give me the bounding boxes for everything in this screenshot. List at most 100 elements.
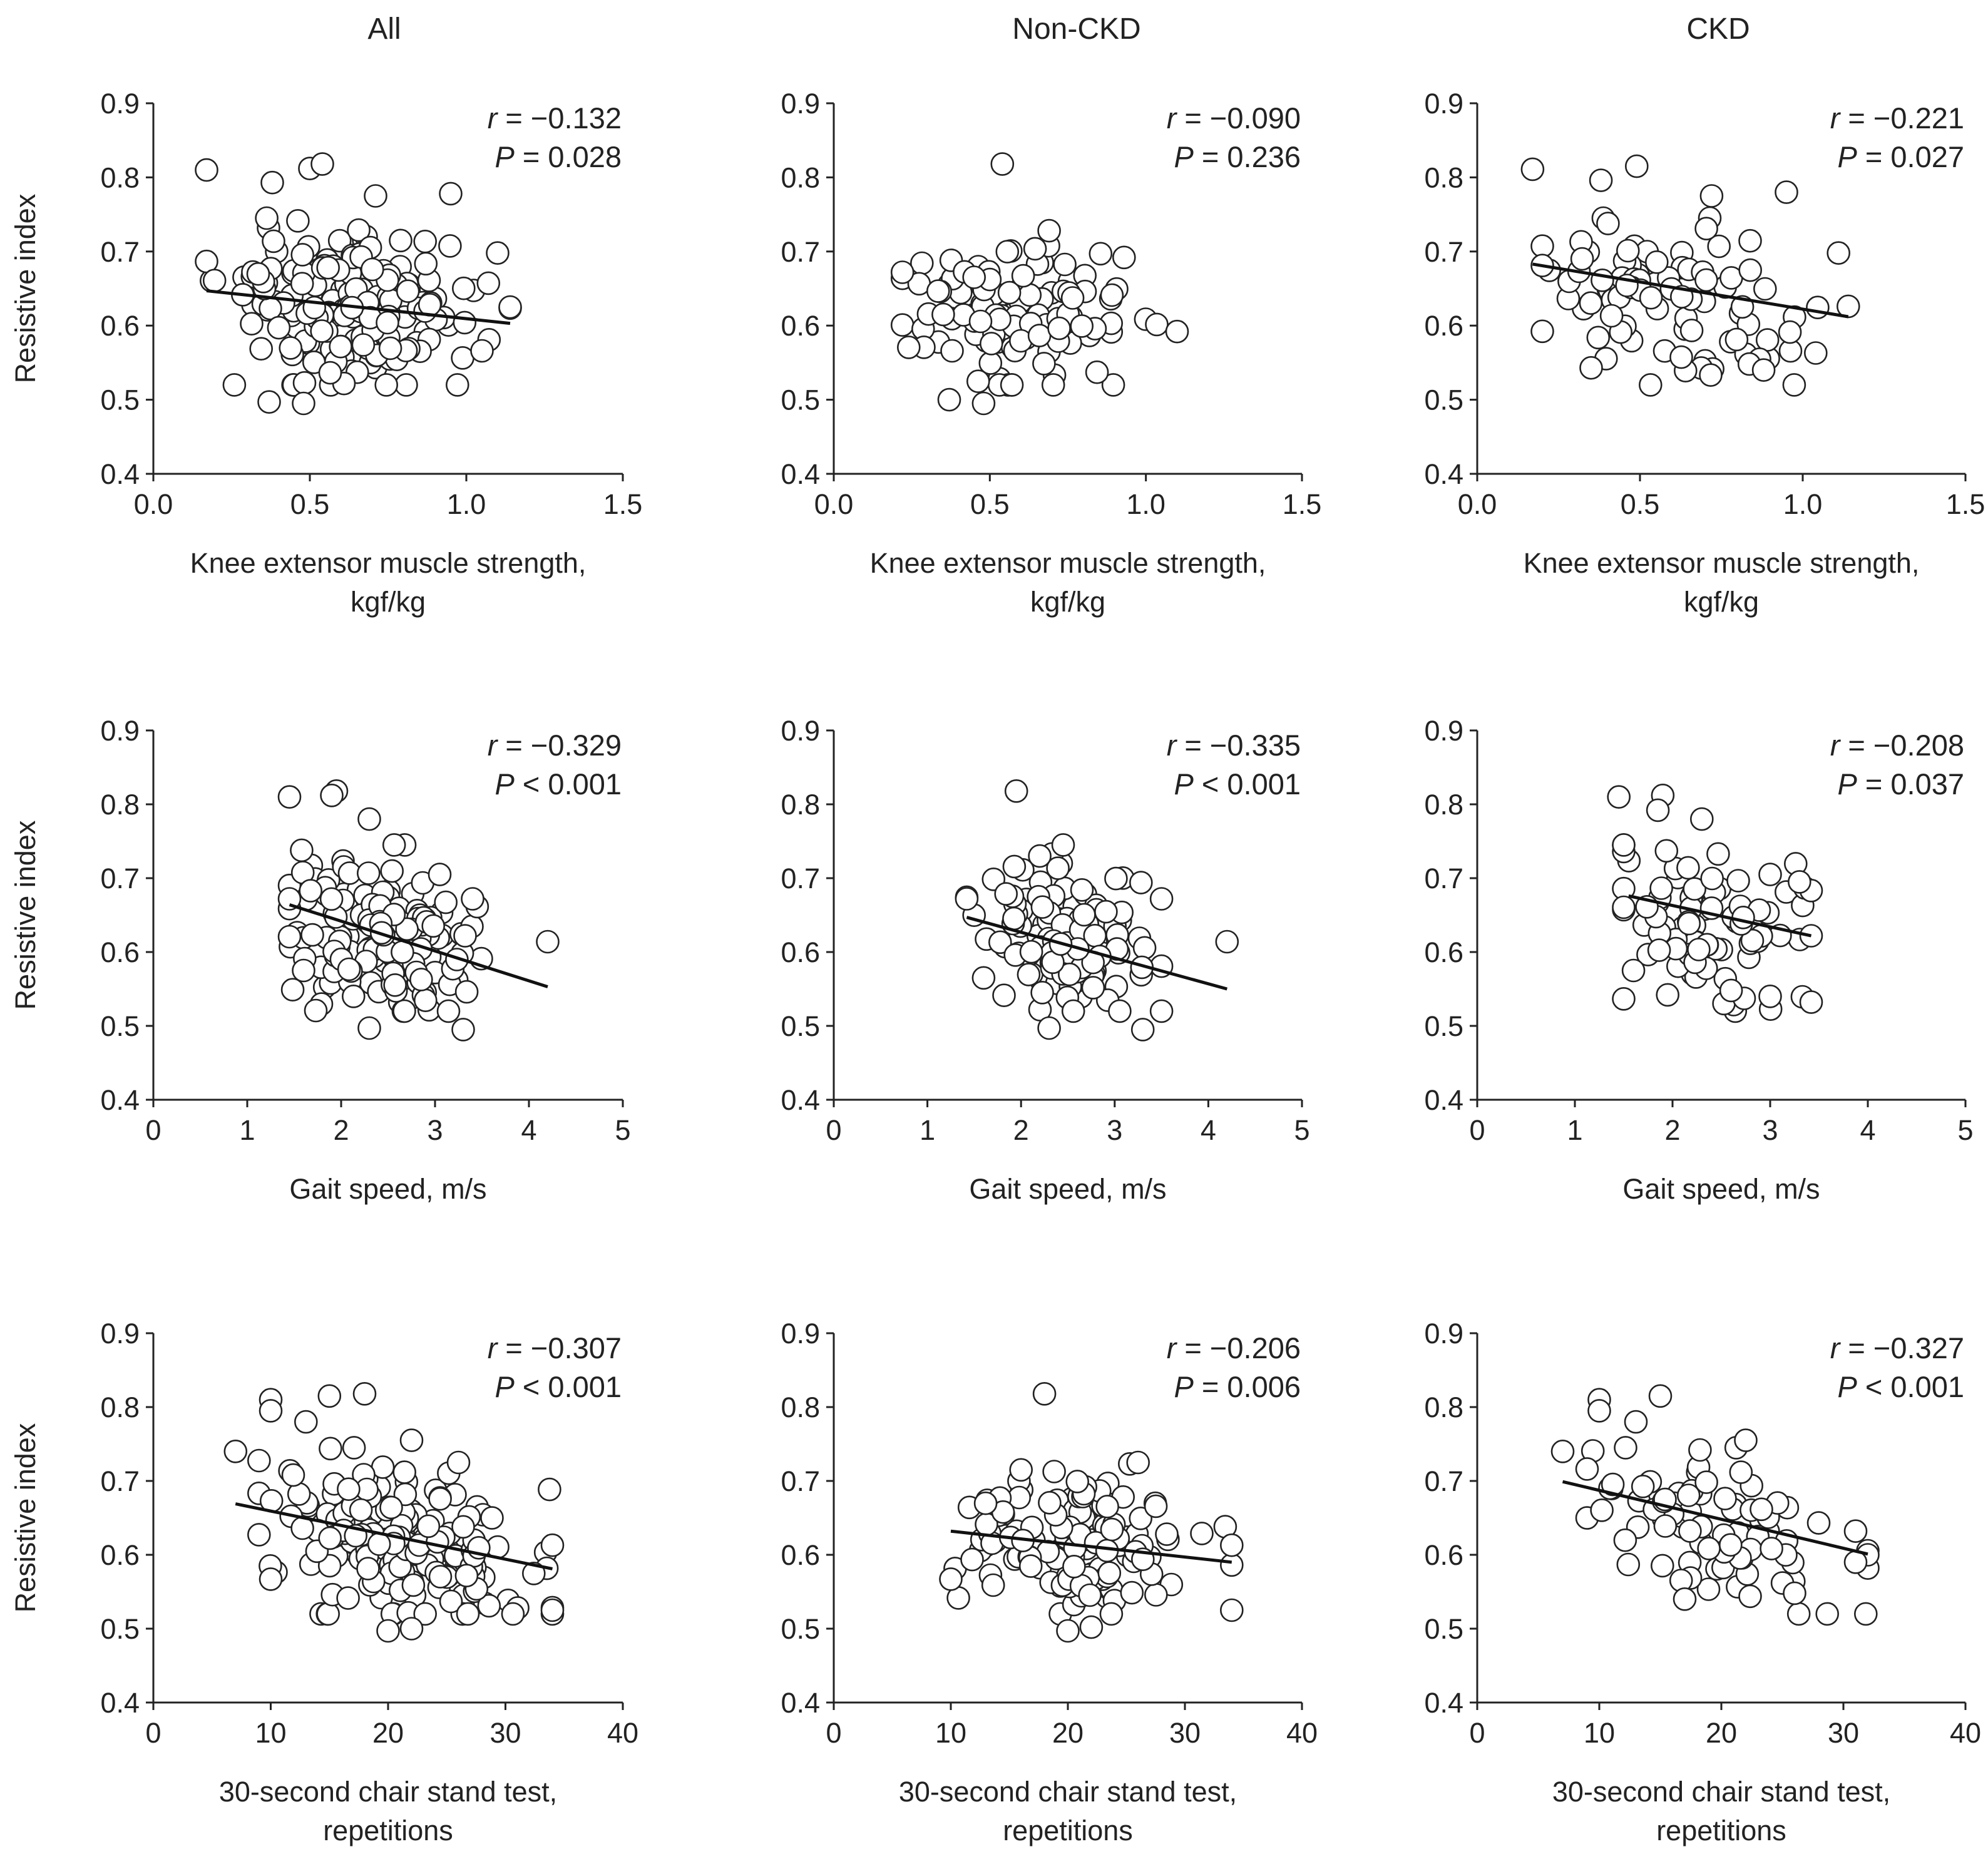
panel-p23: 0.4 0.5 0.6 0.7 0.8 0.9 0 1 2 3 4 5 Gait speed, m/s r… [1424, 715, 1973, 1205]
x-tick-label: 0.5 [290, 488, 330, 520]
scatter-point [247, 1448, 271, 1473]
scatter-point [1782, 373, 1806, 397]
x-tick-label: 4 [1201, 1114, 1216, 1146]
scatter-point [1656, 983, 1679, 1007]
scatter-point [316, 255, 341, 280]
scatter-point [1144, 1583, 1168, 1607]
x-axis-label: Knee extensor muscle strength, [1524, 547, 1920, 579]
scatter-point [1220, 1598, 1244, 1622]
scatter-point [413, 1602, 438, 1626]
x-tick-label: 0.5 [1621, 488, 1660, 520]
scatter-point [1095, 1495, 1119, 1518]
scatter-point [1030, 981, 1054, 1005]
scatter-point [337, 1477, 361, 1501]
scatter-point [246, 262, 270, 286]
scatter-point [1019, 940, 1043, 964]
x-tick-label: 30 [1169, 1717, 1201, 1749]
scatter-point [1587, 1399, 1611, 1423]
regression-line [289, 903, 548, 988]
y-tick-label: 0.8 [1424, 789, 1463, 821]
scatter-point [1028, 844, 1052, 868]
regression-line [235, 1502, 553, 1570]
scatter-point [374, 373, 399, 397]
x-axis-label: repetitions [323, 1815, 453, 1846]
x-tick-label: 0 [826, 1717, 841, 1749]
y-tick-label: 0.9 [100, 88, 140, 120]
scatter-point [931, 302, 955, 327]
scatter-point [320, 784, 344, 807]
scatter-point [1100, 283, 1124, 307]
scatter-point [1616, 238, 1640, 263]
scatter-point [1854, 1602, 1878, 1626]
scatter-point [277, 887, 302, 911]
y-axis-label: Resistive index [9, 820, 41, 1010]
scatter-point [1607, 785, 1631, 809]
scatter-point [1144, 1494, 1168, 1518]
scatter-point [960, 1547, 984, 1572]
scatter-point [1586, 325, 1611, 350]
scatter-point [401, 1573, 426, 1597]
scatter-point [536, 929, 560, 954]
scatter-point [451, 1018, 475, 1042]
scatter-point [486, 241, 510, 265]
y-tick-label: 0.5 [100, 384, 140, 416]
scatter-point [336, 1586, 360, 1610]
scatter-point [413, 229, 438, 253]
scatter-point [1129, 1507, 1152, 1530]
scatter-point [1612, 987, 1636, 1011]
x-tick-label: 40 [1286, 1717, 1318, 1749]
scatter-point [1687, 938, 1711, 961]
scatter-point [1101, 373, 1125, 397]
scatter-point [1220, 1533, 1244, 1557]
scatter-point [1061, 999, 1085, 1023]
scatter-point [367, 1532, 391, 1556]
scatter-point [1778, 320, 1802, 344]
x-tick-label: 1.0 [1783, 488, 1823, 520]
regression-line [1562, 1480, 1868, 1556]
x-tick-label: 3 [1107, 1114, 1122, 1146]
x-axis-label: kgf/kg [351, 586, 426, 618]
y-tick-label: 0.6 [781, 1539, 820, 1571]
scatter-point [1738, 228, 1762, 253]
scatter-point [379, 1495, 403, 1520]
x-tick-label: 5 [1957, 1114, 1973, 1146]
y-tick-label: 0.5 [1424, 1010, 1463, 1042]
panel-p33: 0.4 0.5 0.6 0.7 0.8 0.9 0 10 20 30 40 30-second cha… [1424, 1318, 1981, 1846]
y-tick-label: 0.4 [1424, 458, 1463, 490]
scatter-point [1078, 1583, 1102, 1607]
x-axis-label: Gait speed, m/s [1622, 1173, 1820, 1205]
scatter-point [451, 1515, 475, 1539]
scatter-point [286, 208, 310, 233]
scatter-point [195, 158, 218, 182]
scatter-point [1037, 218, 1061, 243]
y-tick-label: 0.9 [100, 1318, 140, 1349]
scatter-point [1646, 798, 1670, 822]
scatter-point [1032, 1382, 1057, 1406]
p-annotation: P = 0.027 [1837, 140, 1964, 173]
scatter-point [294, 1410, 318, 1434]
y-axis-label: Resistive index [9, 1423, 41, 1612]
y-tick-label: 0.7 [781, 236, 820, 268]
p-annotation: P = 0.037 [1837, 767, 1964, 801]
scatter-point [1579, 356, 1603, 380]
r-annotation: r = −0.307 [488, 1331, 622, 1365]
scatter-point [1190, 1522, 1214, 1545]
scatter-point [1651, 1554, 1674, 1578]
scatter-point [1023, 237, 1047, 261]
panel-p13: 0.4 0.5 0.6 0.7 0.8 0.9 0.0 0.5 1.0 1.5 Knee exten… [1424, 88, 1985, 618]
scatter-point [1799, 990, 1823, 1014]
scatter-point [1804, 341, 1828, 365]
p-annotation: P < 0.001 [494, 767, 622, 801]
scatter-point [1145, 312, 1169, 337]
scatter-point [1734, 1428, 1758, 1452]
scatter-point [1094, 899, 1118, 924]
scatter-point [1002, 854, 1027, 879]
scatter-point [1706, 842, 1730, 866]
scatter-point [281, 1463, 305, 1487]
scatter-point [1613, 1528, 1637, 1552]
scatter-point [1599, 304, 1624, 328]
scatter-point [267, 315, 291, 340]
scatter-point [1220, 1553, 1244, 1577]
scatter-point [349, 1498, 373, 1522]
